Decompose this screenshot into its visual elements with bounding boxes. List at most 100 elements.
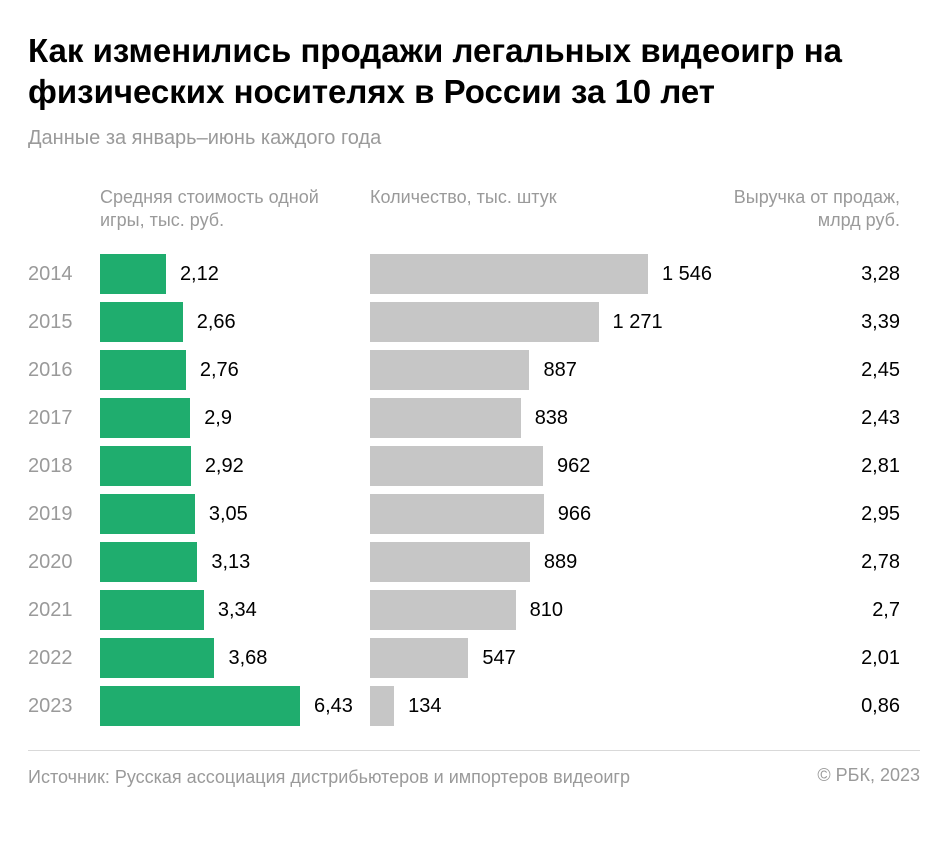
qty-value: 134: [408, 695, 441, 718]
table-row: 2015 2,66 1 271 3,39: [28, 298, 920, 346]
header-rev: Выручка от продаж, млрд руб.: [730, 186, 900, 233]
price-value: 2,92: [205, 455, 244, 478]
table-row: 2016 2,76 887 2,45: [28, 346, 920, 394]
price-bar: [100, 494, 195, 534]
qty-value: 1 271: [613, 311, 663, 334]
page-title: Как изменились продажи легальных видеоиг…: [28, 30, 920, 113]
price-bar: [100, 638, 214, 678]
price-value: 3,05: [209, 503, 248, 526]
price-bar-cell: 6,43: [100, 686, 370, 726]
footer: Источник: Русская ассоциация дистрибьюте…: [28, 765, 920, 789]
revenue-value: 2,95: [730, 503, 900, 526]
price-bar-cell: 2,76: [100, 350, 370, 390]
price-bar: [100, 302, 183, 342]
qty-bar-cell: 962: [370, 446, 730, 486]
price-value: 2,76: [200, 359, 239, 382]
year-label: 2014: [28, 263, 100, 286]
qty-bar-cell: 134: [370, 686, 730, 726]
price-bar-cell: 3,68: [100, 638, 370, 678]
price-bar: [100, 542, 197, 582]
year-label: 2023: [28, 695, 100, 718]
qty-bar: [370, 494, 544, 534]
qty-bar: [370, 542, 530, 582]
price-value: 2,12: [180, 263, 219, 286]
qty-bar-cell: 1 546: [370, 254, 730, 294]
price-value: 3,13: [211, 551, 250, 574]
qty-value: 966: [558, 503, 591, 526]
price-bar: [100, 398, 190, 438]
year-label: 2022: [28, 647, 100, 670]
year-label: 2017: [28, 407, 100, 430]
price-bar: [100, 254, 166, 294]
price-bar-cell: 2,9: [100, 398, 370, 438]
header-price: Средняя стоимость одной игры, тыс. руб.: [100, 186, 370, 233]
revenue-value: 2,01: [730, 647, 900, 670]
price-bar-cell: 3,34: [100, 590, 370, 630]
price-value: 3,68: [228, 647, 267, 670]
price-bar-cell: 2,12: [100, 254, 370, 294]
price-bar-cell: 3,13: [100, 542, 370, 582]
year-label: 2020: [28, 551, 100, 574]
price-bar: [100, 590, 204, 630]
price-value: 3,34: [218, 599, 257, 622]
price-value: 6,43: [314, 695, 353, 718]
year-label: 2016: [28, 359, 100, 382]
price-value: 2,9: [204, 407, 232, 430]
qty-value: 838: [535, 407, 568, 430]
table-row: 2020 3,13 889 2,78: [28, 538, 920, 586]
table-row: 2021 3,34 810 2,7: [28, 586, 920, 634]
chart-rows: 2014 2,12 1 546 3,28 2015 2,66 1 271 3,39 2016 2,…: [28, 250, 920, 730]
qty-bar: [370, 398, 521, 438]
revenue-value: 2,78: [730, 551, 900, 574]
subtitle: Данные за январь–июнь каждого года: [28, 127, 920, 150]
year-label: 2018: [28, 455, 100, 478]
header-qty: Количество, тыс. штук: [370, 186, 730, 233]
revenue-value: 3,28: [730, 263, 900, 286]
qty-bar: [370, 446, 543, 486]
qty-bar-cell: 838: [370, 398, 730, 438]
revenue-value: 2,43: [730, 407, 900, 430]
price-bar: [100, 446, 191, 486]
chart-container: Средняя стоимость одной игры, тыс. руб. …: [28, 186, 920, 731]
qty-bar: [370, 350, 529, 390]
table-row: 2018 2,92 962 2,81: [28, 442, 920, 490]
year-label: 2021: [28, 599, 100, 622]
qty-value: 962: [557, 455, 590, 478]
revenue-value: 3,39: [730, 311, 900, 334]
qty-value: 887: [543, 359, 576, 382]
qty-bar: [370, 686, 394, 726]
table-row: 2019 3,05 966 2,95: [28, 490, 920, 538]
price-bar: [100, 686, 300, 726]
copyright-text: © РБК, 2023: [817, 765, 920, 786]
qty-bar-cell: 810: [370, 590, 730, 630]
qty-bar-cell: 889: [370, 542, 730, 582]
table-row: 2017 2,9 838 2,43: [28, 394, 920, 442]
column-headers: Средняя стоимость одной игры, тыс. руб. …: [28, 186, 920, 233]
qty-bar-cell: 966: [370, 494, 730, 534]
table-row: 2014 2,12 1 546 3,28: [28, 250, 920, 298]
table-row: 20236,431340,86: [28, 682, 920, 730]
qty-value: 889: [544, 551, 577, 574]
source-text: Источник: Русская ассоциация дистрибьюте…: [28, 765, 630, 789]
qty-bar: [370, 302, 599, 342]
year-label: 2019: [28, 503, 100, 526]
divider: [28, 750, 920, 751]
price-bar-cell: 2,66: [100, 302, 370, 342]
qty-bar-cell: 1 271: [370, 302, 730, 342]
year-label: 2015: [28, 311, 100, 334]
qty-value: 547: [482, 647, 515, 670]
qty-bar: [370, 254, 648, 294]
price-bar: [100, 350, 186, 390]
revenue-value: 2,81: [730, 455, 900, 478]
price-bar-cell: 2,92: [100, 446, 370, 486]
qty-bar: [370, 590, 516, 630]
qty-bar-cell: 887: [370, 350, 730, 390]
qty-value: 810: [530, 599, 563, 622]
price-bar-cell: 3,05: [100, 494, 370, 534]
revenue-value: 2,45: [730, 359, 900, 382]
price-value: 2,66: [197, 311, 236, 334]
revenue-value: 2,7: [730, 599, 900, 622]
table-row: 2022 3,68 547 2,01: [28, 634, 920, 682]
qty-value: 1 546: [662, 263, 712, 286]
qty-bar-cell: 547: [370, 638, 730, 678]
